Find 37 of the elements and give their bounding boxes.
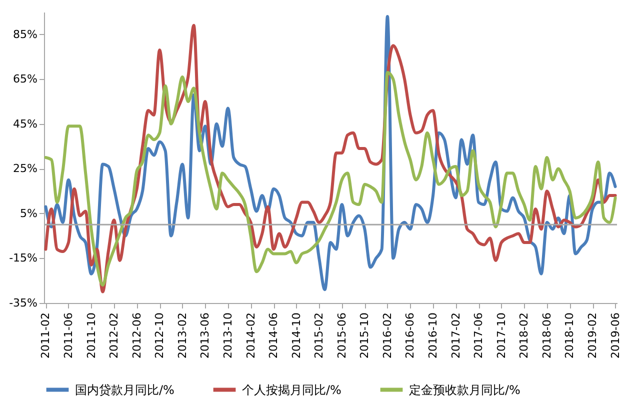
x-tick-label: 2015-02 — [312, 312, 326, 358]
legend-label: 定金预收款月同比/% — [409, 382, 520, 397]
x-tick-label: 2014-02 — [244, 312, 258, 358]
x-tick-label: 2014-10 — [290, 312, 303, 358]
x-tick-label: 2017-10 — [494, 312, 508, 358]
y-tick-label: -35% — [9, 296, 38, 310]
x-tick-label: 2016-02 — [380, 312, 394, 358]
x-tick-label: 2015-06 — [335, 312, 348, 358]
legend-label: 国内贷款月同比/% — [75, 382, 174, 397]
x-tick-label: 2012-10 — [153, 312, 166, 358]
y-tick-label: 85% — [13, 28, 38, 41]
x-tick-label: 2013-10 — [221, 312, 234, 358]
y-tick-label: 65% — [13, 72, 38, 86]
x-tick-label: 2012-02 — [108, 312, 121, 358]
x-tick-label: 2011-06 — [62, 312, 75, 358]
y-tick-label: -15% — [9, 252, 38, 265]
x-tick-label: 2011-02 — [39, 312, 52, 358]
x-tick-label: 2016-10 — [426, 312, 440, 358]
line-series — [44, 70, 617, 287]
x-tick-label: 2017-02 — [449, 312, 462, 358]
y-tick-label: 5% — [20, 206, 38, 220]
x-tick-label: 2019-06 — [608, 312, 622, 358]
x-tick-label: 2019-02 — [586, 312, 600, 358]
x-tick-label: 2015-10 — [358, 312, 372, 358]
x-tick-label: 2018-06 — [540, 312, 554, 358]
x-tick-label: 2016-06 — [404, 312, 417, 358]
x-tick-label: 2017-06 — [472, 312, 486, 358]
x-tick-label: 2012-06 — [130, 312, 144, 358]
x-tick-label: 2018-02 — [518, 312, 531, 358]
x-tick-label: 2018-10 — [563, 312, 576, 358]
x-tick-label: 2011-10 — [84, 312, 98, 358]
x-tick-label: 2014-06 — [267, 312, 280, 358]
x-tick-label: 2013-06 — [198, 312, 212, 358]
x-tick-label: 2013-02 — [176, 312, 189, 358]
y-tick-label: 45% — [13, 117, 38, 130]
legend-label: 个人按揭月同比/% — [242, 382, 342, 397]
y-tick-label: 25% — [13, 162, 38, 176]
